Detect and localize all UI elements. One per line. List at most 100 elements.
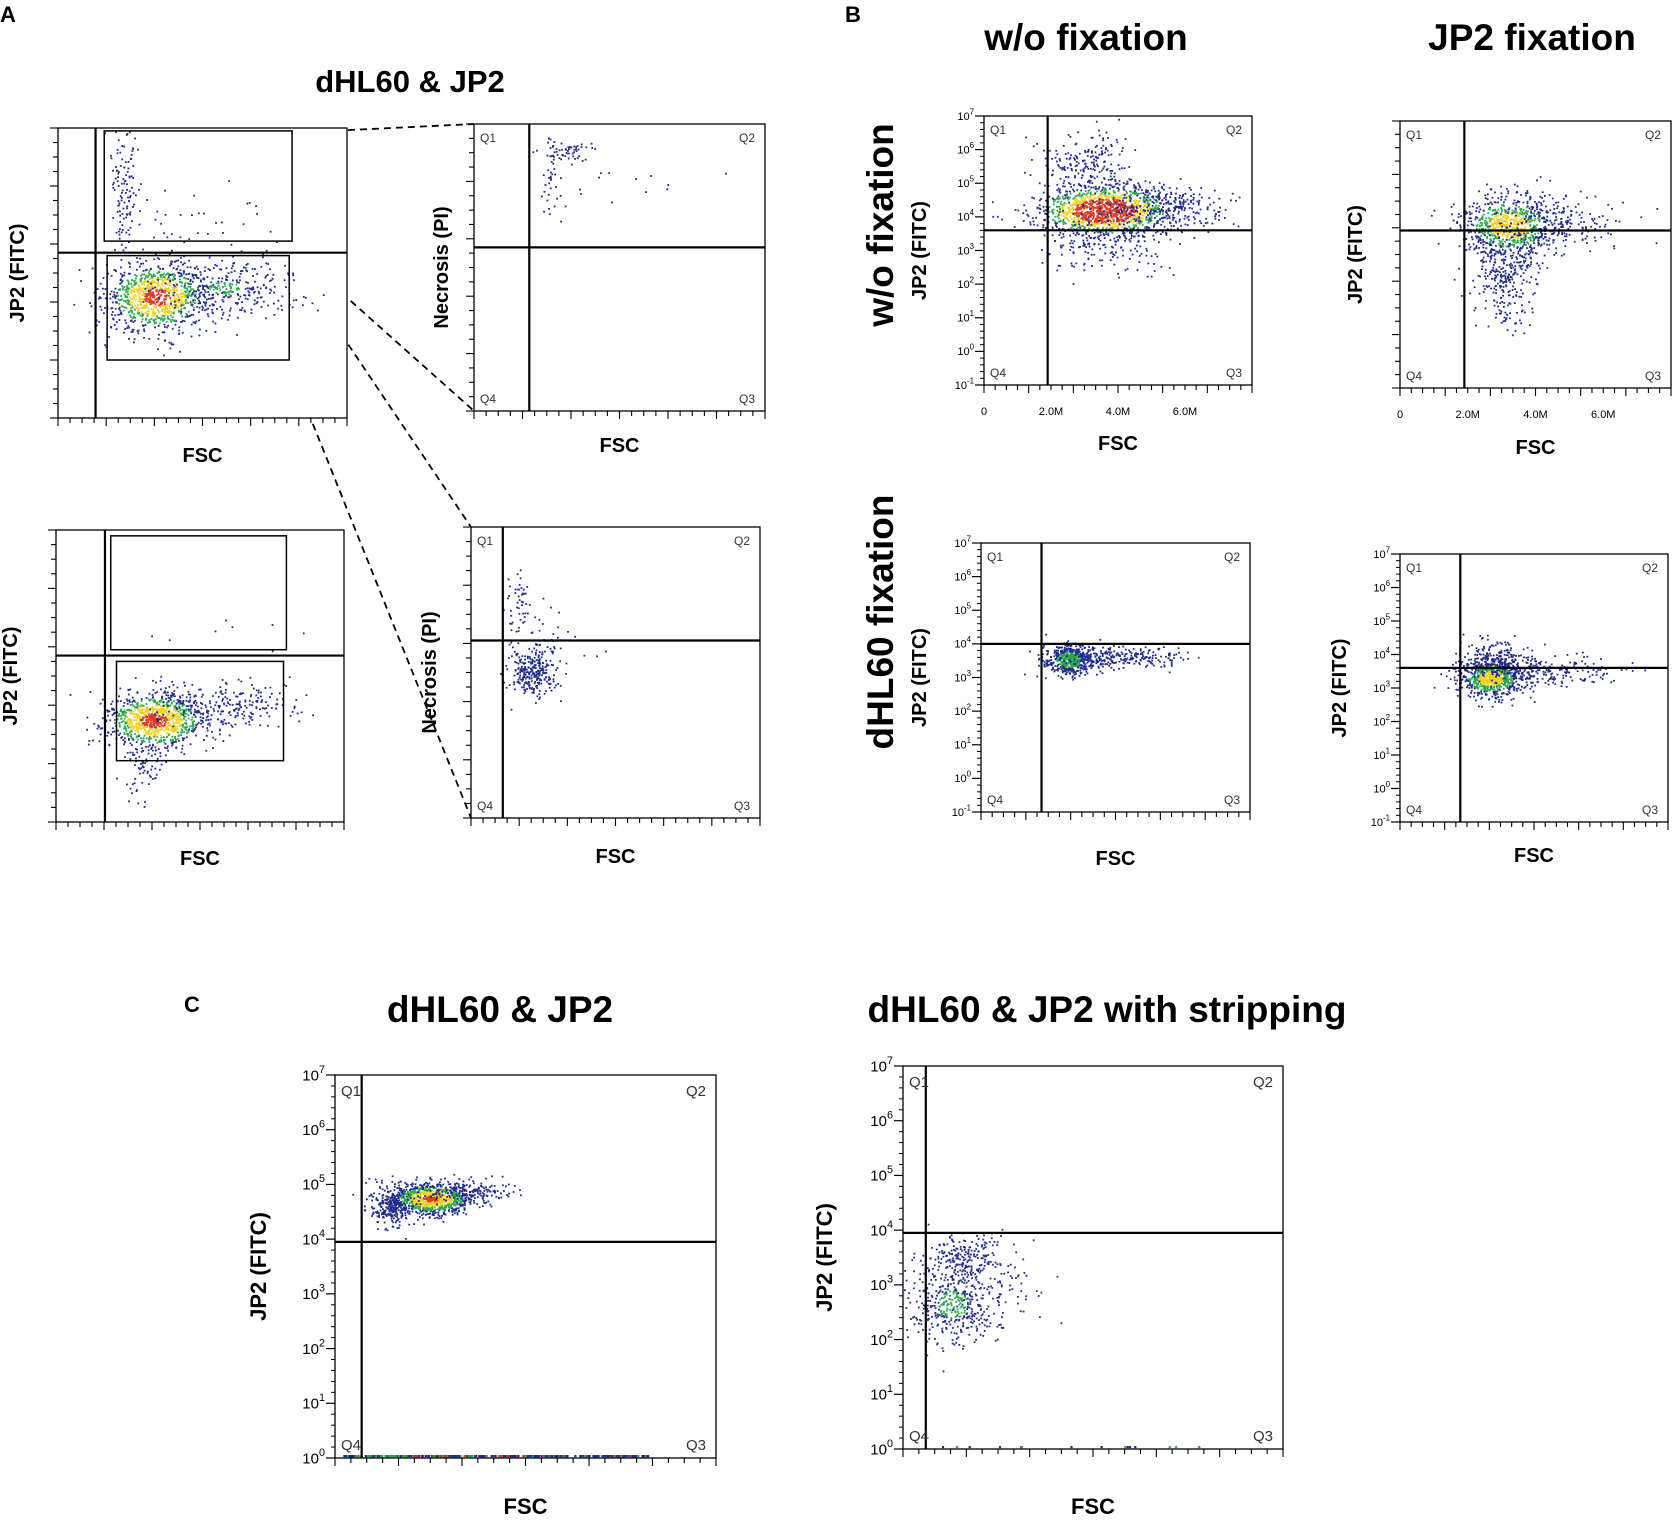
event-dot	[226, 697, 229, 700]
event-dot	[1116, 208, 1119, 210]
event-dot	[219, 268, 221, 271]
event-dot	[1123, 194, 1126, 196]
event-dot	[153, 296, 156, 299]
event-dot	[1118, 183, 1121, 186]
event-dot	[217, 710, 220, 713]
event-dot	[1063, 185, 1066, 188]
event-dot	[117, 172, 120, 175]
event-dot	[160, 275, 162, 278]
event-dot	[1130, 197, 1133, 200]
event-dot	[1101, 201, 1104, 203]
event-dot	[1138, 222, 1141, 225]
event-dot	[190, 718, 193, 721]
event-dot	[182, 272, 185, 275]
event-dot	[162, 739, 165, 741]
event-dot	[1132, 214, 1135, 217]
event-dot	[179, 709, 182, 712]
event-dot	[1105, 195, 1108, 197]
event-dot	[1140, 220, 1143, 223]
event-dot	[262, 256, 264, 259]
event-dot	[548, 213, 551, 216]
event-dot	[1157, 204, 1160, 207]
event-dot	[168, 719, 171, 721]
event-dot	[521, 670, 524, 673]
event-dot	[145, 298, 148, 300]
event-dot	[230, 243, 233, 246]
event-dot	[1160, 223, 1163, 226]
event-dot	[118, 306, 121, 309]
event-dot	[245, 281, 248, 284]
event-dot	[179, 269, 182, 271]
event-dot	[118, 319, 121, 321]
event-dot	[153, 736, 156, 738]
event-dot	[160, 726, 162, 729]
event-dot	[1182, 201, 1185, 203]
event-dot	[122, 178, 125, 181]
event-dot	[207, 291, 210, 293]
event-dot	[157, 291, 160, 294]
event-dot	[1123, 185, 1126, 188]
event-dot	[145, 719, 147, 722]
event-dot	[1078, 193, 1081, 196]
event-dot	[1143, 231, 1146, 234]
event-dot	[222, 291, 225, 293]
event-dot	[285, 286, 287, 289]
event-dot	[130, 303, 133, 306]
event-dot	[1237, 225, 1240, 228]
event-dot	[1096, 231, 1099, 234]
event-dot	[128, 737, 130, 740]
event-dot	[1150, 215, 1153, 218]
event-dot	[179, 700, 182, 703]
event-dot	[528, 682, 530, 684]
event-dot	[243, 714, 246, 717]
event-dot	[524, 677, 527, 680]
event-dot	[1102, 213, 1105, 216]
event-dot	[190, 711, 193, 714]
event-dot	[1066, 218, 1069, 220]
event-dot	[541, 665, 544, 668]
event-dot	[288, 676, 291, 679]
event-dot	[260, 265, 263, 268]
event-dot	[1143, 240, 1146, 243]
event-dot	[1198, 199, 1201, 202]
event-dot	[198, 296, 200, 299]
event-dot	[110, 326, 113, 329]
event-dot	[189, 725, 191, 728]
event-dot	[145, 718, 148, 721]
event-dot	[140, 700, 143, 702]
event-dot	[189, 266, 192, 269]
event-dot	[1097, 196, 1100, 199]
event-dot	[1159, 209, 1162, 212]
event-dot	[206, 313, 209, 316]
event-dot	[141, 318, 144, 321]
event-dot	[1056, 197, 1059, 200]
event-dot	[526, 586, 529, 588]
event-dot	[129, 213, 131, 216]
event-dot	[151, 723, 154, 726]
event-dot	[190, 314, 193, 316]
event-dot	[1111, 231, 1114, 234]
event-dot	[1119, 223, 1122, 225]
event-dot	[560, 220, 562, 223]
event-dot	[528, 648, 531, 650]
event-dot	[129, 704, 132, 706]
event-dot	[130, 730, 132, 732]
event-dot	[150, 724, 153, 727]
event-dot	[119, 700, 122, 702]
event-dot	[1124, 217, 1126, 220]
event-dot	[165, 288, 168, 290]
event-dot	[302, 296, 305, 298]
event-dot	[533, 647, 536, 650]
event-dot	[1134, 247, 1137, 250]
event-dot	[136, 748, 138, 751]
event-dot	[666, 188, 669, 191]
event-dot	[147, 712, 150, 715]
event-dot	[527, 612, 529, 615]
event-dot	[1120, 194, 1123, 196]
event-dot	[180, 751, 183, 754]
event-dot	[1098, 211, 1101, 214]
event-dot	[142, 287, 145, 290]
event-dot	[1097, 223, 1099, 226]
event-dot	[573, 151, 575, 154]
event-dot	[209, 288, 211, 290]
